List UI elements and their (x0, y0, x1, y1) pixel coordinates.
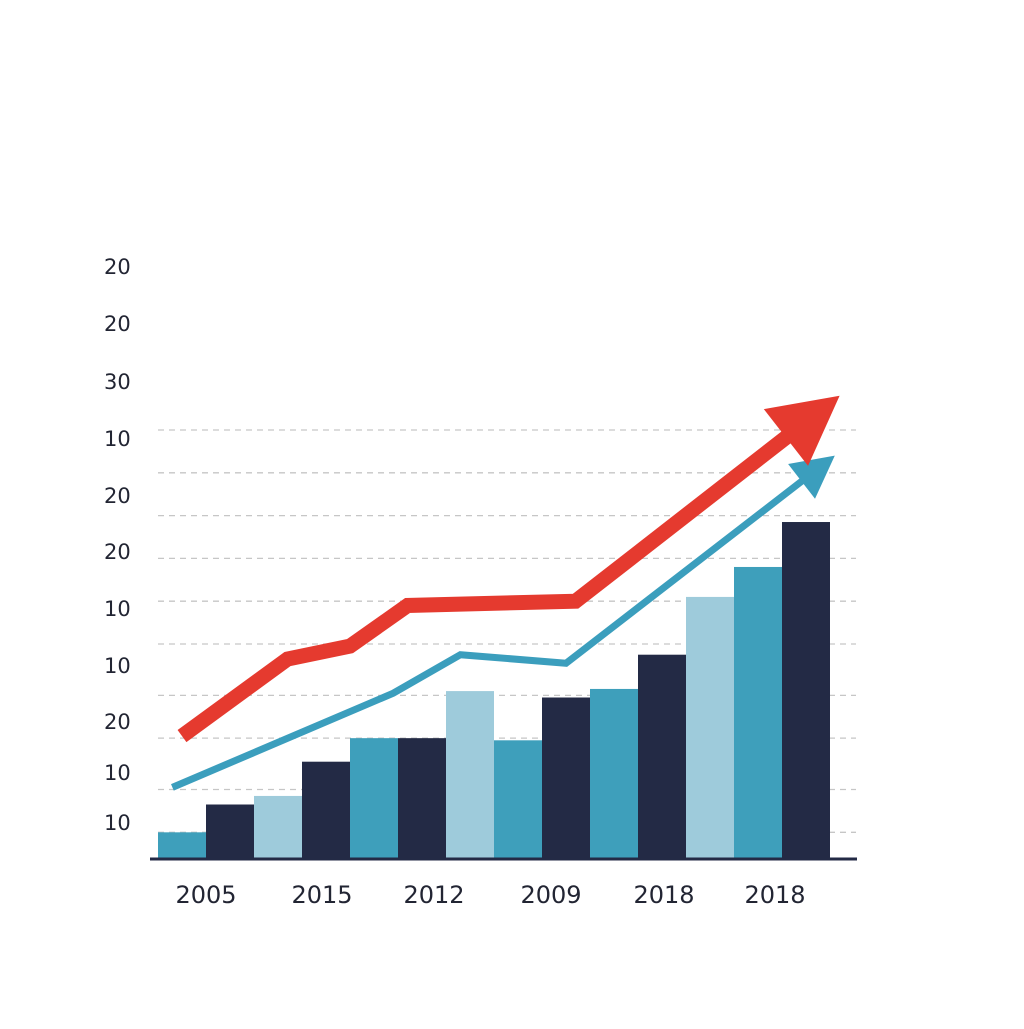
label-layer: 10 10 20 10 10 20 20 10 30 20 20 2005 2015 2012 2009 20… (104, 255, 806, 909)
x-tick-label: 2005 (175, 881, 236, 909)
bar (494, 740, 542, 858)
bar (350, 738, 398, 858)
bar (782, 522, 830, 858)
x-tick-label: 2018 (744, 881, 805, 909)
bar (734, 566, 782, 858)
y-tick-label: 10 (104, 427, 131, 451)
y-tick-label: 10 (104, 654, 131, 678)
red-trend-arrowhead (763, 395, 840, 466)
y-tick-label: 10 (104, 597, 131, 621)
bar (254, 795, 302, 858)
y-tick-label: 30 (104, 370, 131, 394)
x-tick-label: 2012 (403, 881, 464, 909)
bar (206, 804, 254, 858)
blue-trend-arrowhead (788, 455, 835, 499)
y-tick-label: 10 (104, 811, 131, 835)
red-trend-line (177, 429, 794, 743)
y-tick-label: 20 (104, 484, 131, 508)
x-tick-label: 2009 (520, 881, 581, 909)
y-tick-label: 20 (104, 312, 131, 336)
line-layer (171, 395, 840, 791)
bar (686, 596, 734, 858)
bar (446, 691, 494, 858)
bar (158, 832, 206, 858)
y-tick-label: 20 (104, 710, 131, 734)
y-tick-label: 20 (104, 540, 131, 564)
x-tick-label: 2015 (291, 881, 352, 909)
bar (638, 654, 686, 858)
bar (542, 697, 590, 858)
blue-trend-line (171, 476, 807, 791)
bar (398, 738, 446, 858)
bar (302, 761, 350, 858)
x-tick-label: 2018 (633, 881, 694, 909)
bar-layer (158, 522, 830, 858)
bar (590, 688, 638, 858)
y-tick-label: 10 (104, 761, 131, 785)
y-tick-label: 20 (104, 255, 131, 279)
